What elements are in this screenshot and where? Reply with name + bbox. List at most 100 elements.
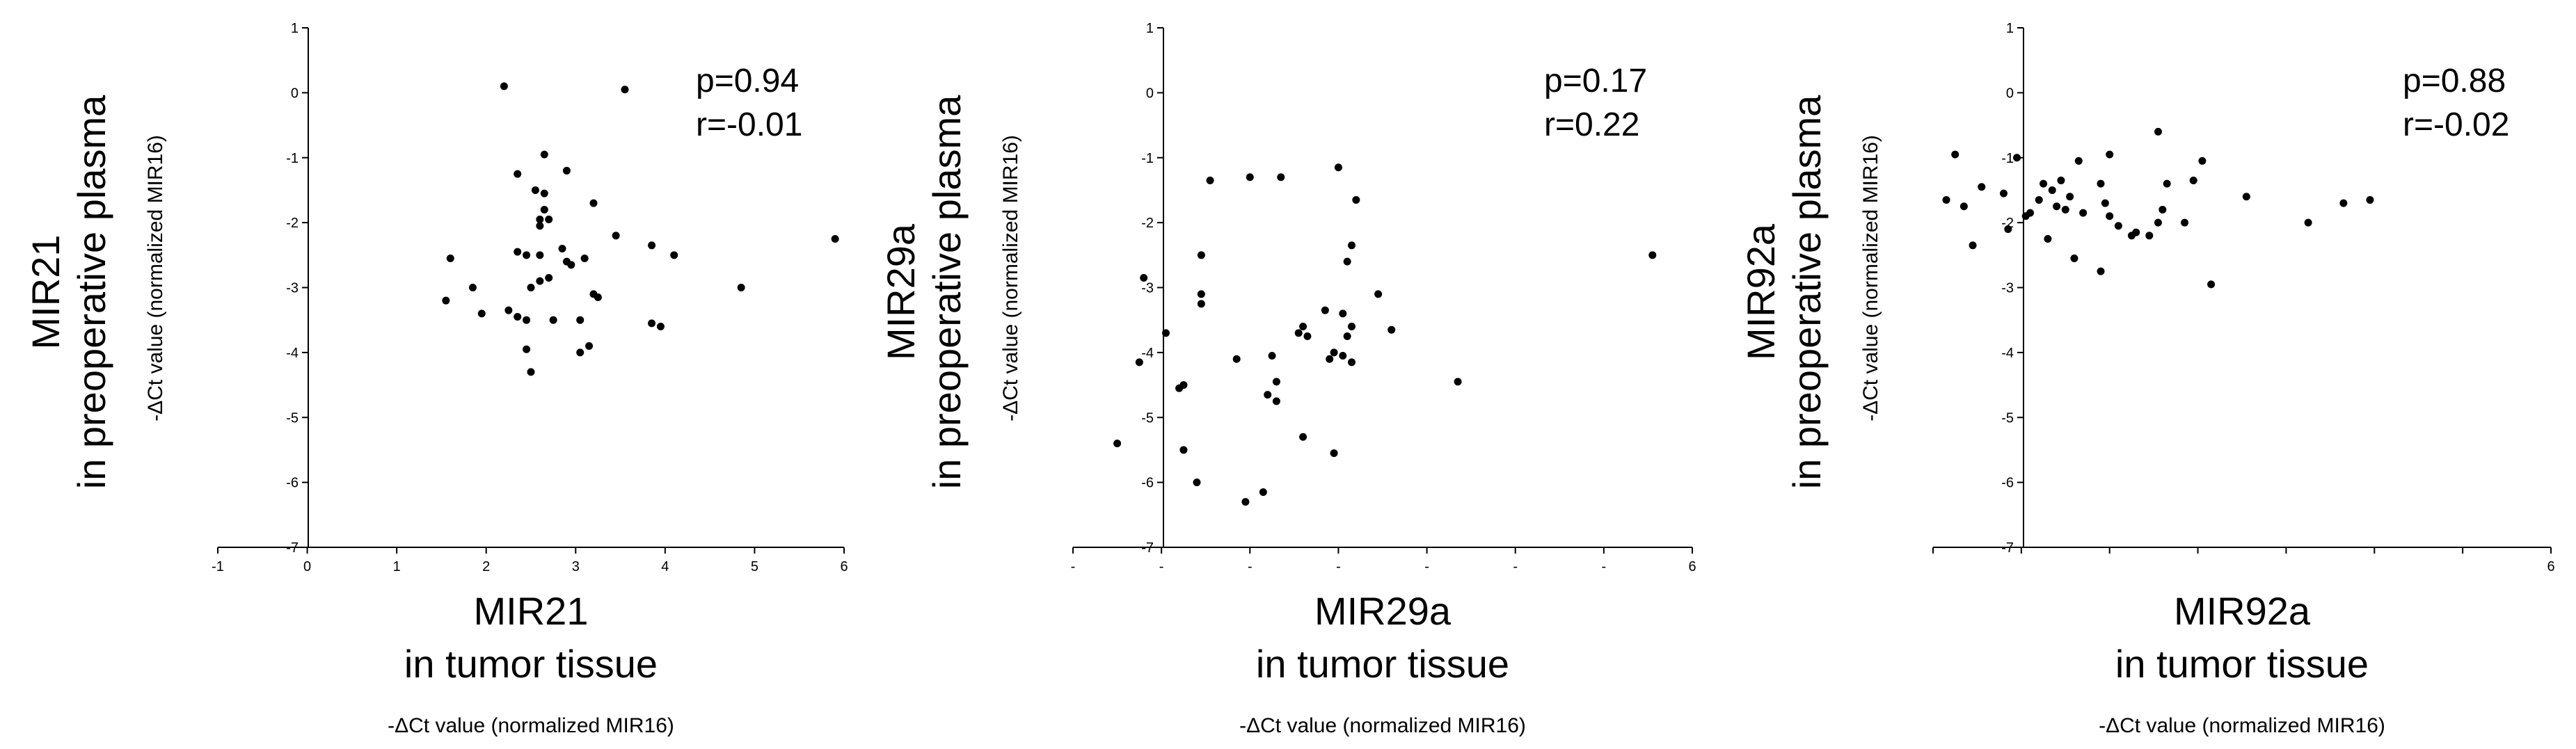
data-point: [2181, 218, 2189, 227]
y-tick-label: -7: [2001, 540, 2014, 556]
x-tick-label: -1: [212, 559, 224, 574]
data-point: [1303, 332, 1312, 341]
y-tick-label: -7: [286, 540, 299, 556]
y-tick-label: 1: [1146, 21, 1154, 36]
data-point: [2040, 179, 2048, 188]
x-tick-label: 0: [303, 559, 311, 574]
data-point: [567, 261, 575, 269]
y-tick-label: -5: [1141, 410, 1154, 426]
data-point: [737, 284, 745, 291]
panel-mir29a: 10-1-2-3-4-5-6-7- - - - - - -6p=0.17r=0.22MIR2…: [879, 21, 1696, 737]
x-tick-label: 4: [661, 559, 669, 574]
data-point: [1175, 384, 1184, 392]
data-point: [2097, 179, 2105, 188]
y-tick-label: -1: [1141, 151, 1154, 166]
data-point: [2339, 199, 2348, 207]
data-point: [500, 82, 508, 90]
data-point: [1352, 195, 1360, 204]
data-point: [1294, 329, 1303, 337]
data-point: [1272, 397, 1280, 405]
data-point: [1135, 358, 1143, 367]
y-tick-label: -2: [1141, 216, 1154, 231]
stat-r-value: r=-0.01: [696, 106, 802, 143]
data-point: [585, 342, 594, 351]
x-label-main-1: MIR92a: [2174, 589, 2311, 633]
y-label-main-1: MIR29a: [879, 223, 923, 360]
stat-r-value: r=-0.02: [2403, 106, 2509, 143]
data-point: [1330, 348, 1338, 357]
y-tick-label: -3: [2001, 281, 2014, 296]
data-point: [2114, 222, 2122, 230]
y-tick-label: -5: [2001, 410, 2014, 426]
data-point: [2106, 212, 2114, 220]
x-tick-label: -: [1336, 559, 1341, 574]
data-point: [523, 316, 531, 324]
x-label-sub: -ΔCt value (normalized MIR16): [388, 714, 674, 737]
data-point: [504, 306, 513, 314]
y-tick-label: 1: [2006, 21, 2014, 36]
data-point: [514, 313, 522, 321]
data-point: [576, 316, 585, 324]
x-tick-label: 3: [572, 559, 580, 574]
data-point: [1999, 189, 2007, 198]
data-point: [1951, 150, 1959, 159]
data-point: [2163, 179, 2171, 188]
y-tick-label: -2: [286, 216, 299, 231]
data-point: [536, 277, 544, 285]
x-tick-label: 6: [840, 559, 848, 574]
y-label-sub: -ΔCt value (normalized MIR16): [1859, 135, 1882, 421]
data-point: [2242, 193, 2250, 201]
data-point: [589, 199, 598, 207]
data-point: [523, 345, 531, 353]
x-label-main-2: in tumor tissue: [2115, 642, 2369, 686]
y-tick-label: -4: [2001, 346, 2014, 361]
data-point: [2035, 195, 2043, 204]
data-point: [1969, 241, 1977, 250]
data-point: [1959, 202, 1968, 211]
data-point: [1334, 163, 1342, 172]
data-point: [1259, 488, 1267, 497]
data-point: [1348, 241, 1355, 250]
x-label-main-1: MIR21: [474, 589, 589, 633]
y-label-main-2: in preoperative plasma: [1785, 95, 1829, 489]
data-point: [656, 323, 665, 331]
data-point: [562, 166, 571, 175]
y-tick-label: -6: [1141, 476, 1154, 491]
data-point: [1140, 273, 1148, 282]
data-point: [621, 86, 629, 94]
y-tick-label: -6: [286, 476, 299, 491]
data-point: [1193, 478, 1201, 487]
data-point: [648, 319, 656, 328]
x-tick-label: 6: [2547, 559, 2554, 574]
data-point: [1113, 440, 1122, 448]
data-point: [1246, 173, 1254, 182]
data-point: [1277, 173, 1285, 182]
x-tick-label: -: [1602, 559, 1607, 574]
y-tick-label: 0: [1146, 86, 1154, 101]
data-point: [670, 251, 678, 259]
data-point: [2026, 209, 2035, 217]
data-point: [2053, 202, 2061, 211]
y-tick-label: 1: [291, 21, 299, 36]
y-label-main-2: in preoperative plasma: [925, 95, 969, 489]
data-point: [2048, 186, 2056, 194]
data-point: [1179, 446, 1188, 454]
data-point: [514, 248, 522, 256]
data-point: [527, 284, 535, 291]
x-tick-label: -: [1071, 559, 1076, 574]
data-point: [1348, 323, 1355, 331]
data-point: [1272, 378, 1280, 386]
x-label-main-1: MIR29a: [1314, 589, 1452, 633]
data-point: [442, 296, 450, 305]
data-point: [2074, 156, 2083, 165]
y-tick-label: -3: [286, 281, 299, 296]
data-point: [1343, 332, 1351, 341]
data-point: [1268, 352, 1276, 360]
data-point: [2044, 234, 2052, 243]
data-point: [576, 348, 585, 357]
data-point: [1339, 309, 1347, 318]
x-tick-label: 6: [1688, 559, 1696, 574]
data-point: [2366, 195, 2374, 204]
data-point: [1197, 251, 1205, 259]
